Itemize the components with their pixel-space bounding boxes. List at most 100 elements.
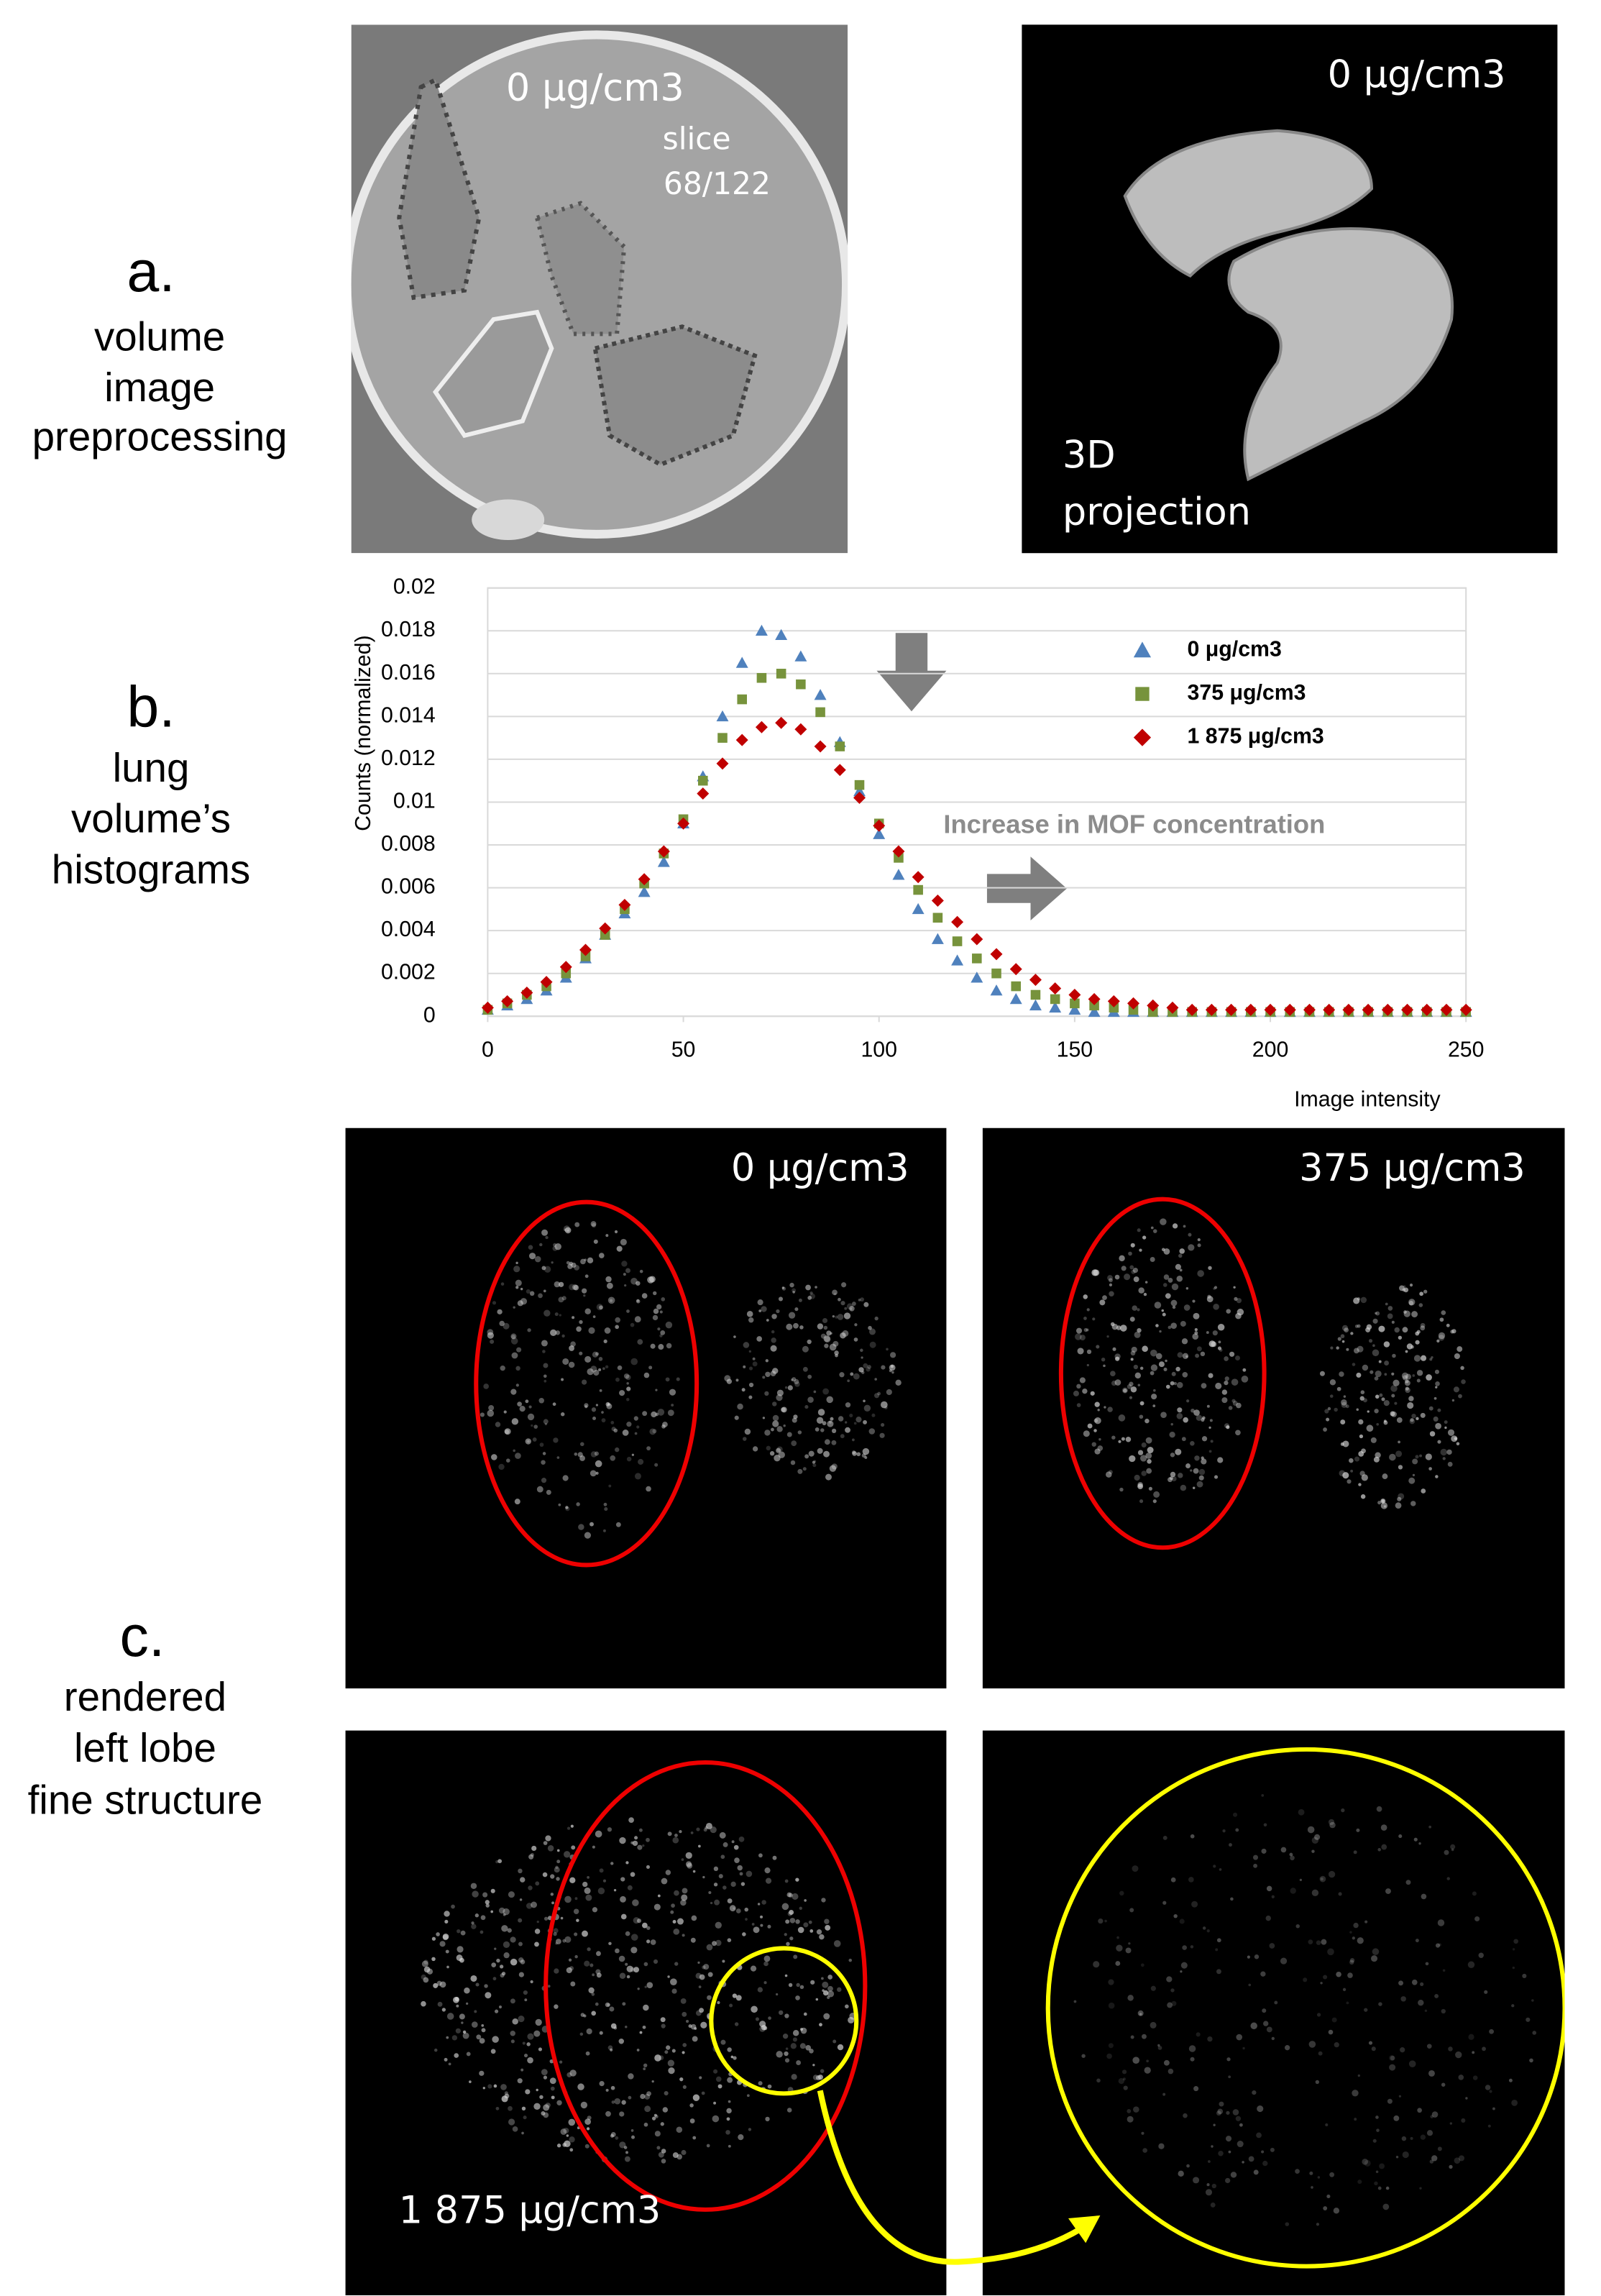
texture-dot — [1086, 1328, 1089, 1332]
texture-dot — [1378, 1360, 1382, 1363]
texture-dot — [1076, 1383, 1081, 1389]
texture-dot — [1094, 1417, 1101, 1424]
texture-dot — [1121, 1266, 1127, 1271]
texture-dot — [1155, 1324, 1159, 1327]
texture-dot — [538, 2047, 543, 2052]
texture-dot — [837, 1987, 842, 1993]
texture-dot — [1430, 2115, 1433, 2118]
texture-dot — [601, 1411, 604, 1414]
texture-dot — [707, 1972, 713, 1977]
texture-dot — [626, 1398, 630, 1401]
texture-dot — [791, 2074, 797, 2080]
texture-dot — [1142, 1345, 1148, 1353]
texture-dot — [499, 1320, 505, 1327]
data-point — [951, 954, 964, 966]
texture-dot — [748, 1382, 754, 1388]
texture-dot — [785, 1919, 790, 1924]
texture-dot — [454, 2053, 459, 2058]
texture-dot — [795, 1919, 800, 1924]
texture-dot — [439, 1981, 446, 1988]
texture-dot — [484, 1984, 488, 1988]
texture-dot — [584, 1960, 590, 1967]
texture-dot — [571, 1262, 577, 1268]
texture-dot — [845, 1427, 850, 1433]
texture-dot — [1104, 1406, 1106, 1409]
texture-dot — [1438, 1335, 1445, 1341]
texture-dot — [1150, 1364, 1158, 1371]
texture-dot — [817, 1447, 823, 1454]
texture-dot — [1372, 1349, 1380, 1357]
texture-dot — [1359, 1434, 1364, 1439]
texture-dot — [599, 1868, 604, 1873]
texture-dot — [1210, 1440, 1214, 1443]
texture-dot — [1340, 1334, 1345, 1339]
texture-dot — [850, 1308, 853, 1311]
texture-dot — [1342, 1472, 1349, 1479]
texture-dot — [446, 2013, 454, 2020]
texture-dot — [503, 1941, 510, 1949]
texture-dot — [1354, 1456, 1360, 1462]
texture-dot — [493, 2084, 497, 2088]
texture-dot — [474, 2010, 477, 2013]
texture-dot — [1418, 1999, 1424, 2006]
texture-dot — [1239, 2123, 1243, 2127]
texture-dot — [541, 2069, 548, 2075]
texture-dot — [644, 1985, 647, 1988]
texture-dot — [727, 1938, 732, 1943]
texture-dot — [1298, 1808, 1305, 1816]
texture-dot — [745, 1918, 748, 1921]
texture-dot — [1423, 1289, 1428, 1294]
texture-dot — [1347, 1479, 1352, 1484]
texture-dot — [1266, 2026, 1272, 2033]
texture-dot — [1323, 2206, 1328, 2210]
texture-dot — [1177, 1407, 1183, 1413]
texture-dot — [462, 2030, 467, 2034]
texture-dot — [500, 1366, 505, 1371]
texture-dot — [555, 1942, 558, 1945]
texture-dot — [717, 2000, 720, 2005]
texture-dot — [584, 1403, 589, 1408]
texture-dot — [510, 1936, 516, 1943]
texture-dot — [671, 2049, 676, 2053]
texture-dot — [574, 1932, 578, 1936]
texture-dot — [698, 1985, 702, 1989]
texture-dot — [848, 1958, 853, 1962]
texture-dot — [803, 1922, 809, 1928]
texture-dot — [1162, 1901, 1167, 1905]
texture-dot — [470, 1883, 477, 1890]
texture-dot — [1316, 1940, 1321, 1945]
texture-dot — [538, 1398, 544, 1404]
legend-marker — [1133, 641, 1152, 658]
texture-dot — [1248, 1983, 1252, 1987]
data-point — [1185, 1003, 1198, 1016]
texture-dot — [840, 1301, 845, 1306]
texture-dot — [609, 2006, 615, 2012]
texture-dot — [556, 1877, 560, 1881]
texture-dot — [437, 2001, 443, 2007]
texture-dot — [561, 1378, 564, 1381]
texture-dot — [838, 1297, 841, 1302]
texture-dot — [1372, 2139, 1377, 2143]
texture-dot — [574, 1222, 580, 1227]
texture-dot — [1455, 2051, 1462, 2059]
y-tick-label: 0.008 — [381, 832, 436, 856]
texture-dot — [1171, 2000, 1177, 2006]
texture-dot — [553, 1932, 557, 1936]
texture-dot — [659, 2055, 664, 2060]
texture-dot — [1116, 1944, 1123, 1952]
data-point — [735, 733, 748, 746]
texture-dot — [631, 1453, 635, 1456]
texture-dot — [1303, 1977, 1308, 1982]
texture-dot — [532, 1437, 537, 1442]
zoom-circle — [1045, 1747, 1565, 2269]
texture-dot — [1225, 2136, 1232, 2142]
texture-dot — [1181, 1338, 1188, 1345]
texture-dot — [1224, 1381, 1229, 1386]
texture-dot — [1329, 1379, 1336, 1386]
texture-dot — [1405, 1379, 1409, 1383]
texture-dot — [748, 1317, 754, 1323]
texture-dot — [1328, 2029, 1334, 2035]
texture-dot — [1391, 1394, 1395, 1398]
texture-dot — [1217, 1323, 1225, 1331]
texture-dot — [1376, 1806, 1382, 1812]
